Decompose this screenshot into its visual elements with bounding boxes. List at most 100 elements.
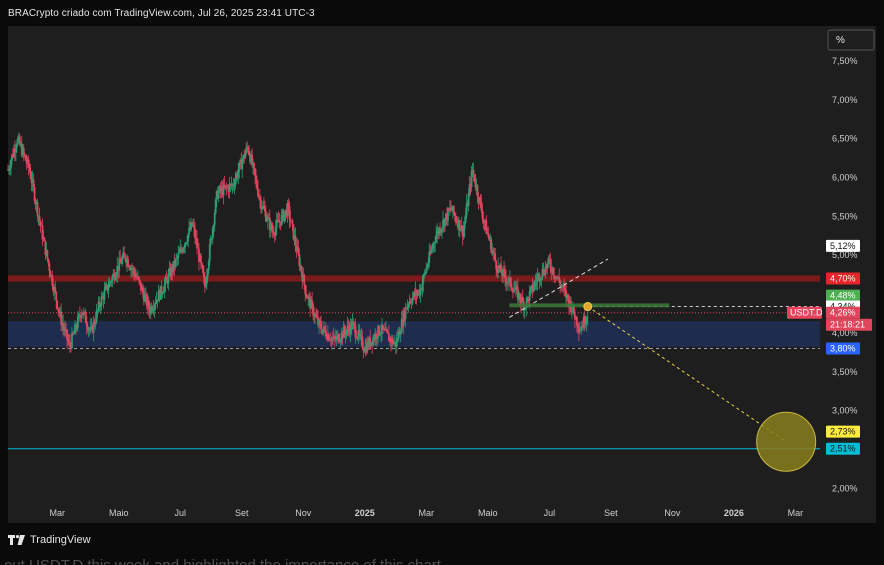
candle-body (223, 184, 226, 188)
candle-body (551, 267, 554, 272)
candle-body (88, 328, 91, 330)
candle-body (473, 174, 476, 182)
candle-body (250, 154, 253, 163)
candle-body (13, 149, 15, 157)
candle-body (499, 264, 502, 269)
candle-body (454, 216, 457, 221)
candle-body (70, 346, 72, 349)
candle-body (209, 238, 212, 245)
candle-body (22, 147, 25, 154)
candle-body (52, 285, 55, 292)
candle-body (194, 228, 196, 239)
candle-body (364, 346, 367, 353)
candle-body (71, 333, 73, 349)
candle-body (391, 338, 394, 345)
candle-body (43, 238, 46, 241)
candle-body (188, 227, 191, 235)
candle-body (427, 262, 430, 267)
candle-body (507, 282, 509, 283)
candle-body (458, 219, 461, 231)
candle-body (174, 259, 177, 268)
candle-body (185, 242, 188, 244)
candle-body (37, 215, 40, 217)
candle-body (554, 276, 557, 279)
candle-body (115, 274, 118, 278)
price-label-bg (826, 239, 860, 252)
price-label-text: 4,48% (830, 291, 856, 301)
candle-body (311, 300, 314, 305)
candle-body (460, 225, 463, 231)
candle-body (526, 297, 529, 299)
candle-body (496, 268, 499, 273)
candle-body (468, 184, 471, 193)
candle-body (344, 332, 347, 335)
candle-body (583, 316, 586, 325)
candle-body (199, 255, 201, 262)
candle-body (308, 296, 311, 298)
candle-body (267, 217, 270, 218)
price-label-text: 4,70% (830, 274, 856, 284)
x-tick-label: Nov (295, 508, 312, 518)
candle-body (346, 325, 349, 331)
candle-body (203, 277, 206, 287)
candle-body (438, 228, 440, 235)
candle-body (181, 250, 184, 253)
candle-body (310, 300, 313, 309)
candle-body (162, 291, 165, 294)
candle-body (232, 184, 235, 186)
zones-layer (8, 275, 820, 347)
candle-body (399, 332, 402, 335)
candle-body (229, 183, 232, 185)
candle-body (301, 272, 304, 282)
candle-body (81, 312, 84, 315)
candle-body (233, 185, 236, 187)
candle-body (290, 220, 293, 222)
candle-body (538, 274, 541, 282)
candle-body (318, 320, 320, 326)
candle-body (388, 333, 390, 342)
candle-body (349, 323, 352, 334)
candle-body (432, 243, 435, 249)
candle-body (179, 248, 182, 253)
candle-body (94, 321, 97, 324)
candle-body (215, 190, 218, 200)
candle-body (586, 317, 589, 318)
candle-body (485, 220, 488, 234)
price-label: 4,26% (826, 306, 860, 319)
candle-body (195, 238, 197, 240)
candle-body (379, 333, 381, 335)
candle-body (532, 287, 535, 292)
candle-body (247, 147, 250, 151)
candle-body (404, 307, 407, 320)
candle-body (297, 247, 300, 255)
candle-body (430, 249, 433, 254)
candle-body (566, 294, 568, 298)
candle-body (313, 315, 315, 317)
candle-body (34, 201, 37, 204)
trendline (509, 258, 609, 318)
candle-body (104, 286, 107, 291)
candle-body (114, 277, 117, 280)
candle-body (576, 325, 579, 329)
candle-body (177, 253, 180, 259)
plot-area[interactable] (8, 26, 876, 523)
candle-body (462, 228, 465, 237)
candle-body (40, 225, 43, 226)
candle-body (332, 336, 335, 339)
scale-mode-button[interactable]: % (827, 29, 875, 51)
candle-body (117, 265, 120, 271)
candle-body (62, 323, 65, 327)
candle-body (182, 248, 185, 253)
candle-body (443, 219, 445, 227)
candle-body (360, 334, 363, 337)
candle-body (153, 304, 156, 310)
candle-body (555, 276, 558, 279)
candle-body (214, 199, 217, 214)
candle-body (388, 337, 391, 342)
candle-body (441, 227, 443, 231)
candle-body (477, 196, 480, 203)
time-axis[interactable]: Mar Maio Jul Set Nov 2025 Mar Maio Jul Set Nov 2026… (49, 508, 803, 518)
price-label-bg (826, 425, 860, 438)
candle-body (74, 324, 76, 334)
